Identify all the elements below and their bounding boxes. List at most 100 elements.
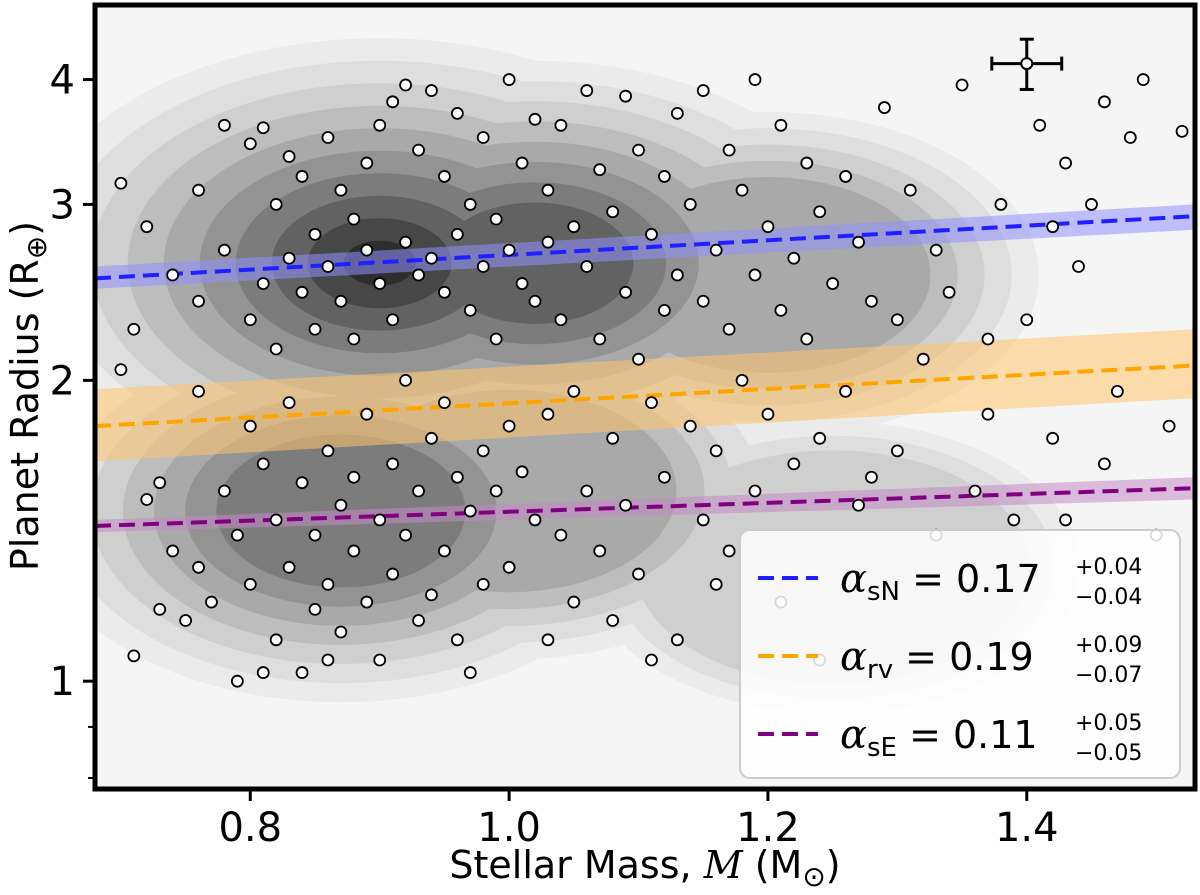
y-axis-label: Planet Radius (R⊕): [3, 221, 53, 571]
representative-errorbar: [990, 37, 1064, 91]
data-point-105: [528, 294, 542, 308]
data-point-60: [373, 277, 387, 290]
data-point-132: [645, 396, 658, 410]
data-point-160: [800, 156, 814, 170]
data-point-174: [916, 352, 930, 366]
data-point-137: [670, 268, 684, 282]
x-tick-label-3: 1.4: [995, 805, 1059, 851]
data-point-98: [502, 243, 516, 257]
data-point-156: [774, 118, 788, 132]
data-point-77: [425, 431, 438, 445]
data-point-26: [256, 666, 270, 679]
data-point-135: [658, 470, 671, 484]
legend: αsN = 0.17 +0.04 −0.04 αrv = 0.19 +0.09 −0.07…: [739, 529, 1181, 779]
data-point-181: [1007, 513, 1021, 527]
data-point-13: [192, 560, 205, 574]
data-point-108: [541, 235, 555, 249]
data-point-76: [425, 251, 438, 265]
data-point-32: [282, 251, 296, 265]
data-point-168: [865, 294, 878, 308]
data-point-142: [696, 294, 710, 308]
data-point-30: [269, 633, 283, 647]
data-point-198: [929, 243, 943, 257]
data-point-150: [735, 373, 749, 387]
data-point-161: [800, 332, 814, 346]
data-point-27: [269, 198, 283, 211]
legend-label-rv: αrv = 0.19: [840, 634, 1034, 685]
data-point-40: [308, 322, 322, 336]
data-point-167: [852, 235, 865, 249]
data-point-116: [580, 84, 594, 97]
data-point-21: [243, 419, 257, 433]
data-point-16: [218, 243, 231, 257]
data-point-39: [308, 227, 322, 241]
data-point-162: [813, 205, 827, 219]
x-tick-label-0: 0.8: [218, 805, 282, 851]
data-point-53: [347, 470, 361, 484]
data-point-67: [399, 78, 412, 92]
data-point-7: [166, 544, 180, 558]
data-point-80: [438, 285, 451, 299]
data-point-128: [632, 143, 645, 157]
data-point-107: [541, 183, 555, 197]
data-point-101: [515, 156, 529, 170]
data-point-121: [593, 544, 607, 558]
data-point-44: [321, 260, 335, 273]
data-point-59: [373, 118, 387, 132]
data-point-70: [399, 528, 412, 542]
data-point-173: [903, 183, 917, 197]
data-point-131: [645, 227, 658, 241]
data-point-124: [606, 614, 620, 627]
fit-line-rv: [95, 363, 1195, 429]
data-point-163: [813, 431, 827, 445]
data-point-189: [1110, 384, 1124, 398]
data-point-69: [399, 373, 412, 387]
data-point-115: [567, 595, 581, 609]
data-point-178: [968, 484, 982, 498]
data-point-206: [321, 653, 335, 667]
data-point-125: [619, 89, 632, 103]
data-point-120: [593, 332, 607, 346]
data-point-12: [192, 384, 205, 398]
data-point-46: [321, 577, 335, 591]
data-point-81: [438, 396, 451, 410]
data-point-154: [761, 220, 775, 234]
fit-line-sN: [95, 214, 1195, 281]
data-point-90: [476, 131, 490, 144]
data-point-56: [360, 243, 374, 257]
data-point-29: [269, 513, 283, 527]
data-point-72: [412, 268, 425, 282]
data-point-52: [347, 332, 361, 346]
data-point-197: [981, 407, 995, 421]
data-point-93: [476, 577, 490, 591]
data-point-204: [541, 633, 555, 647]
data-point-139: [683, 198, 697, 211]
data-point-164: [826, 277, 840, 290]
data-point-79: [438, 170, 451, 183]
data-point-10: [192, 183, 205, 197]
data-point-186: [1072, 260, 1085, 273]
data-point-6: [140, 493, 154, 506]
data-point-203: [645, 653, 658, 667]
data-point-157: [774, 303, 788, 317]
data-point-47: [334, 183, 348, 197]
data-point-2: [166, 268, 180, 282]
data-point-117: [580, 260, 594, 273]
data-point-50: [334, 625, 348, 639]
data-point-66: [386, 567, 400, 581]
data-point-114: [567, 384, 581, 398]
data-point-91: [476, 260, 490, 273]
data-point-85: [450, 470, 464, 484]
data-point-193: [1162, 419, 1176, 433]
x-axis-label: Stellar Mass, M (M⊙): [449, 843, 840, 893]
data-point-183: [1033, 118, 1047, 132]
data-point-200: [709, 577, 723, 591]
data-point-209: [1059, 156, 1072, 170]
data-point-170: [878, 101, 891, 114]
data-point-1: [140, 220, 154, 234]
data-point-123: [606, 431, 620, 445]
x-tick-label-2: 1.2: [736, 805, 800, 851]
data-point-95: [489, 332, 503, 346]
data-point-63: [386, 95, 400, 109]
